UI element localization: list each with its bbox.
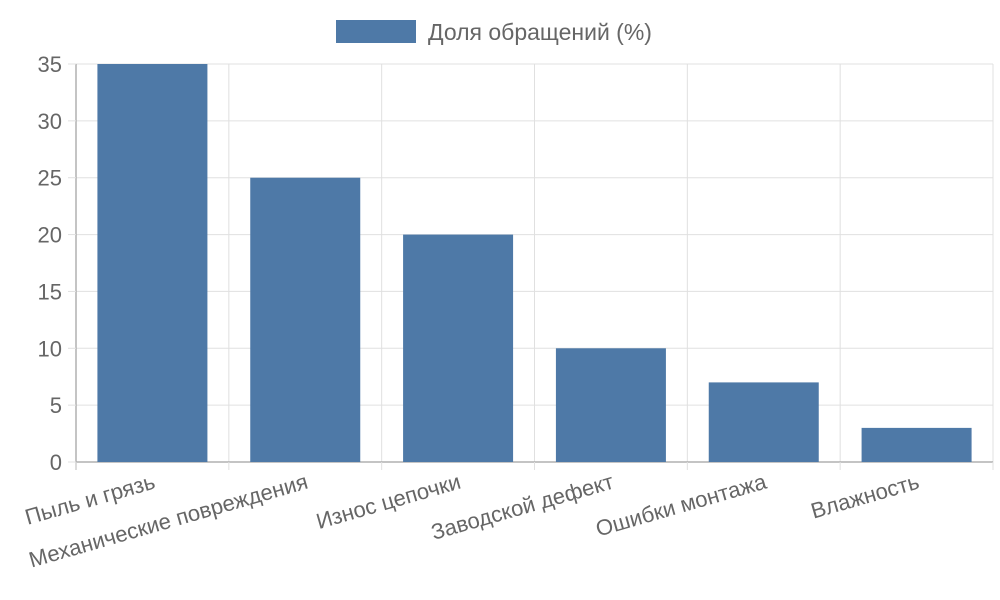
- grid: [76, 63, 994, 462]
- bar[interactable]: [97, 64, 208, 462]
- bar[interactable]: [403, 234, 514, 462]
- bar[interactable]: [250, 177, 361, 462]
- y-axis-ticks: 0 5 10 15 20 25 30 35: [38, 52, 76, 475]
- y-tick-label: 10: [38, 336, 62, 361]
- x-tick-label: Ошибки монтажа: [593, 469, 770, 542]
- y-tick-label: 20: [38, 223, 62, 248]
- x-tick-label: Влажность: [808, 469, 922, 524]
- bar[interactable]: [708, 382, 819, 462]
- y-tick-label: 25: [38, 166, 62, 191]
- bar[interactable]: [555, 348, 666, 462]
- y-tick-label: 15: [38, 279, 62, 304]
- legend-label: Доля обращений (%): [428, 19, 652, 45]
- y-tick-label: 35: [38, 52, 62, 77]
- bar[interactable]: [861, 427, 972, 462]
- y-tick-label: 5: [50, 393, 62, 418]
- y-tick-label: 30: [38, 109, 62, 134]
- legend-swatch: [336, 20, 416, 43]
- bars: [97, 64, 972, 462]
- y-tick-label: 0: [50, 450, 62, 475]
- x-tick-label: Механические повреждения: [26, 469, 311, 573]
- legend[interactable]: Доля обращений (%): [336, 19, 652, 45]
